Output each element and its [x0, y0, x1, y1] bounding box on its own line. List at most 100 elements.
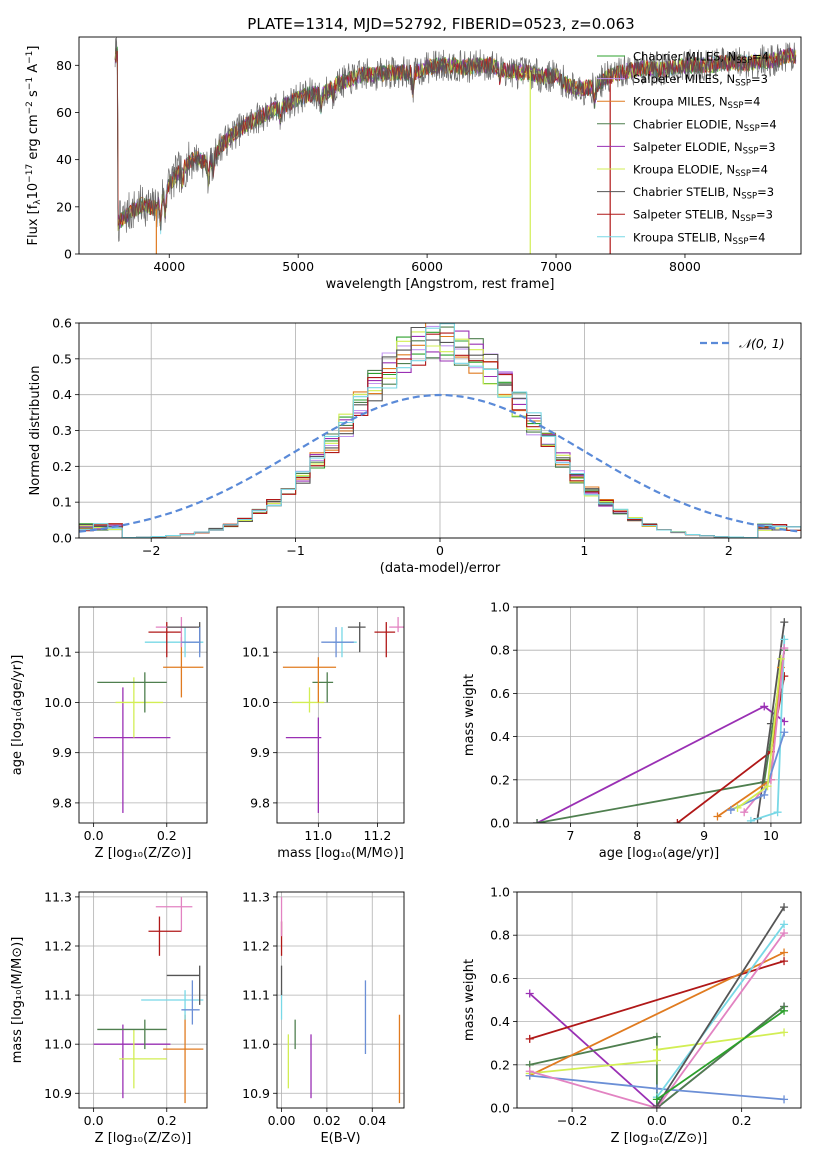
- x-tick-label: 7000: [540, 259, 572, 274]
- y-axis-label-part: λ: [33, 199, 43, 205]
- y-axis-label-part: s: [26, 90, 41, 101]
- y-axis-label: mass weight: [462, 959, 477, 1041]
- x-tick-label: 11.2: [363, 828, 391, 843]
- y-axis-label-part: A: [26, 64, 41, 77]
- series-marker: [652, 1084, 661, 1093]
- errorbar-point: [166, 965, 201, 1005]
- massweight-vs-Z-frame: [516, 891, 802, 1109]
- series-line: [656, 923, 785, 1098]
- y-tick-label: 80: [56, 58, 72, 73]
- errorbars-mass-vs-EBV: [280, 896, 401, 1104]
- y-axis-label-part: −1: [25, 77, 35, 90]
- series-marker: [776, 654, 785, 663]
- legend-normal-label: 𝒩(0, 1): [739, 336, 785, 351]
- x-tick-label: 8: [633, 828, 641, 843]
- x-tick-label: 0.02: [313, 1113, 341, 1128]
- y-tick-label: 20: [56, 199, 72, 214]
- series-line: [656, 1010, 785, 1101]
- y-axis-label-part: −2: [25, 101, 35, 114]
- series-marker: [760, 702, 769, 711]
- legend-label: Kroupa MILES, NSSP=4: [633, 95, 760, 112]
- errorbar-point: [282, 657, 337, 703]
- x-axis-label: (data-model)/error: [380, 561, 501, 576]
- series-marker: [780, 728, 789, 737]
- errorbar-point: [291, 687, 325, 713]
- series-line: [730, 732, 786, 811]
- y-tick-label: 9.9: [250, 745, 270, 760]
- legend-label-sub: SSP: [736, 56, 752, 66]
- y-tick-label: 0.6: [490, 686, 510, 701]
- series-marker: [780, 929, 789, 938]
- legend-label-value: =4: [751, 163, 768, 177]
- series-marker: [652, 1056, 661, 1065]
- y-tick-label: 11.0: [44, 1037, 72, 1052]
- legend-label-value: =4: [760, 117, 777, 131]
- series-marker: [780, 948, 789, 957]
- series-marker: [525, 989, 534, 998]
- errorbar-point: [321, 627, 354, 658]
- series-marker: [763, 782, 772, 791]
- spectrum-lines: [114, 37, 797, 254]
- x-tick-label: 0.2: [157, 828, 177, 843]
- x-tick-label: 0.0: [84, 828, 104, 843]
- y-tick-label: 9.8: [52, 795, 72, 810]
- errorbar-point: [312, 672, 334, 703]
- y-tick-label: 11.2: [242, 939, 270, 954]
- y-axis-label: Flux [fλ10−17 erg cm−2 s−1 A−1]: [25, 46, 43, 246]
- axes-age-vs-Z: 0.0 0.2 9.8 9.9 10.0 10.1: [44, 607, 207, 843]
- x-tick-label: 6000: [411, 259, 443, 274]
- legend-label-text: Salpeter ELODIE, N: [633, 140, 743, 154]
- legend-label-value: =4: [743, 95, 760, 109]
- legend-label-sub: SSP: [735, 169, 751, 179]
- series-marker: [652, 1032, 661, 1041]
- legend-label-value: =3: [756, 208, 773, 222]
- y-tick-label: 60: [56, 105, 72, 120]
- x-tick-label: 0.2: [157, 1113, 177, 1128]
- y-tick-label: 40: [56, 152, 72, 167]
- legend-label: Kroupa ELODIE, NSSP=4: [633, 163, 768, 180]
- normal-curve: [79, 393, 801, 533]
- massweight-vs-age-frame: [516, 606, 802, 824]
- legend-label: Salpeter MILES, NSSP=3: [633, 72, 768, 89]
- legend-label-value: =4: [748, 230, 765, 244]
- series-marker: [780, 618, 789, 627]
- legend-label-sub: SSP: [733, 237, 749, 247]
- x-tick-label: 4000: [153, 259, 185, 274]
- y-tick-label: 0.0: [490, 1101, 510, 1116]
- errorbar-point: [148, 916, 182, 956]
- y-axis-label: age [log₁₀(age/yr)]: [10, 655, 25, 776]
- lines-massweight-vs-Z: [525, 903, 789, 1108]
- series-marker: [525, 1034, 534, 1043]
- x-axis-label: age [log₁₀(age/yr)]: [599, 846, 720, 861]
- x-tick-label: 1: [580, 543, 588, 558]
- series-marker: [780, 644, 789, 653]
- legend-label-text: Kroupa MILES, N: [633, 95, 728, 109]
- series-line: [529, 1031, 785, 1075]
- legend-label: Chabrier STELIB, NSSP=3: [633, 185, 774, 202]
- y-axis-label: mass [log₁₀(M/M⊙)]: [10, 937, 25, 1064]
- series-marker: [733, 803, 742, 812]
- axes-massweight-vs-age: 7 8 9 10 0.0 0.2 0.4 0.6 0.8 1.0: [490, 600, 801, 843]
- y-axis-label: Normed distribution: [28, 366, 43, 496]
- y-axis-label-part: Flux [f: [26, 204, 41, 245]
- errorbar-point: [97, 672, 167, 713]
- series-marker: [652, 1045, 661, 1054]
- x-tick-label: 8000: [669, 259, 701, 274]
- y-tick-label: 0.2: [490, 1057, 510, 1072]
- series-marker: [525, 1067, 534, 1076]
- x-tick-label: −2: [142, 543, 160, 558]
- chart-title: PLATE=1314, MJD=52792, FIBERID=0523, z=0…: [247, 15, 634, 33]
- y-axis-label-part: ]: [26, 46, 41, 51]
- y-tick-label: 0: [64, 247, 72, 262]
- y-tick-label: 0.6: [490, 971, 510, 986]
- series-marker: [773, 808, 782, 817]
- errorbar-point: [389, 617, 404, 633]
- series-marker: [533, 819, 542, 823]
- age-vs-mass-frame: [276, 606, 405, 824]
- legend-label-text: Chabrier ELODIE, N: [633, 117, 744, 131]
- errorbars-age-vs-mass: [282, 617, 404, 813]
- x-tick-label: 0.04: [358, 1113, 386, 1128]
- axes-mass-vs-Z: 0.0 0.2 10.9 11.0 11.1 11.2 11.3: [44, 889, 207, 1128]
- x-tick-label: 2: [725, 543, 733, 558]
